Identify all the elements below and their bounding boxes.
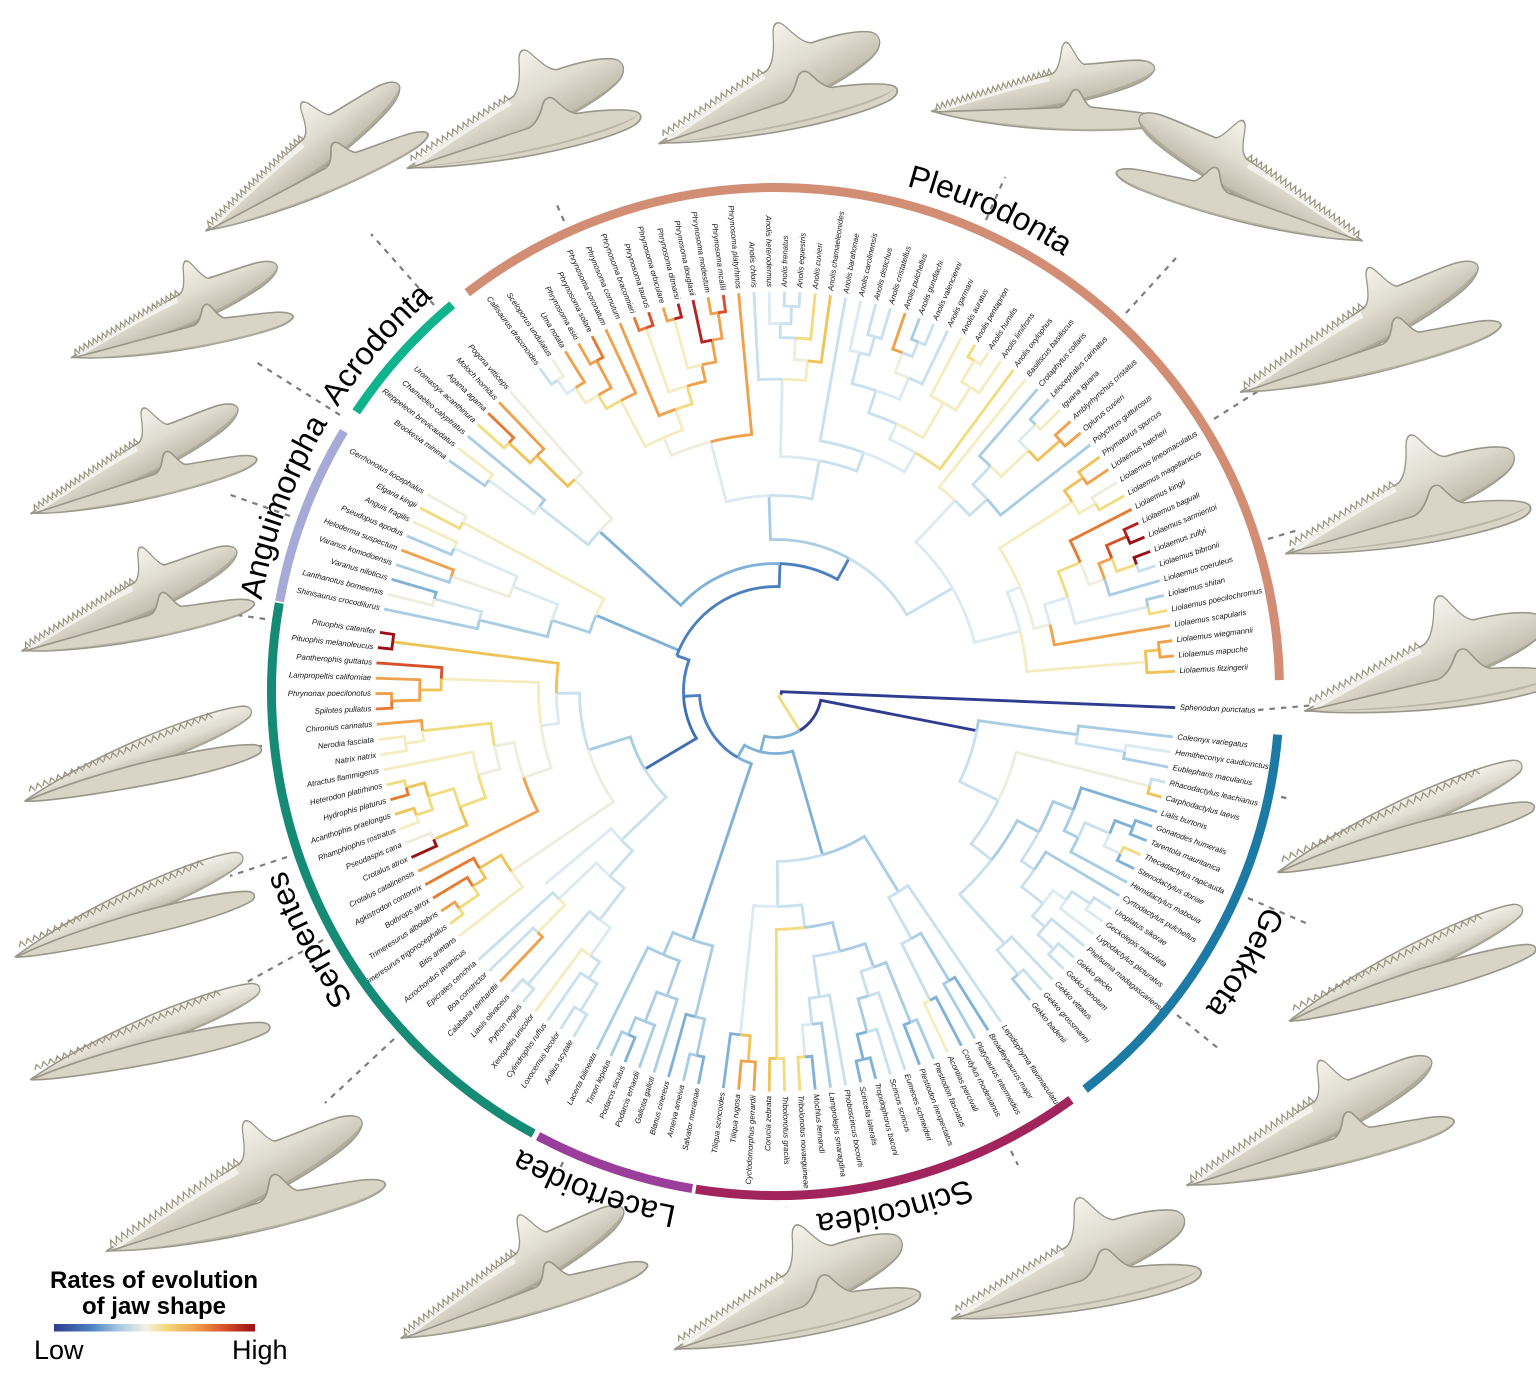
svg-text:Phrynonax poecilonotus: Phrynonax poecilonotus [288,689,371,698]
svg-text:High: High [232,1335,288,1365]
svg-text:Anolis equestris: Anolis equestris [795,232,807,289]
svg-text:Rates of evolution: Rates of evolution [50,1267,258,1294]
svg-text:Spilotes pullatus: Spilotes pullatus [314,704,371,715]
svg-text:Anolis chloris: Anolis chloris [747,240,759,287]
svg-text:of jaw shape: of jaw shape [82,1293,226,1320]
svg-text:Corucia zebrata: Corucia zebrata [763,1095,773,1151]
svg-text:Anolis frenatus: Anolis frenatus [780,235,790,288]
svg-text:Lampropeltis californiae: Lampropeltis californiae [289,670,372,682]
svg-text:Low: Low [34,1335,84,1365]
svg-text:Sphenodon punctatus: Sphenodon punctatus [1180,703,1256,715]
svg-text:Anolis heterodermus: Anolis heterodermus [764,214,774,287]
svg-text:Tribolonotus gracilis: Tribolonotus gracilis [781,1096,792,1165]
svg-text:Liolaemus fitzingerii: Liolaemus fitzingerii [1179,663,1248,675]
